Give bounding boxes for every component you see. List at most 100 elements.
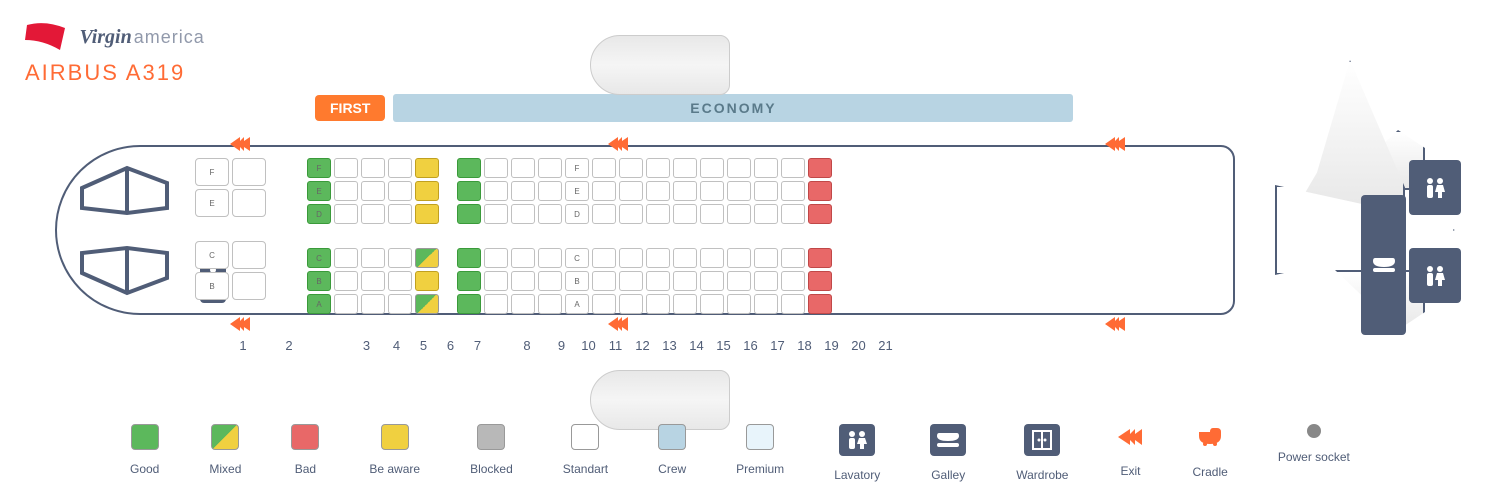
seat[interactable] — [388, 248, 412, 268]
seat[interactable] — [334, 204, 358, 224]
seat[interactable] — [511, 248, 535, 268]
seat[interactable] — [457, 158, 481, 178]
seat[interactable]: E — [195, 189, 229, 217]
seat[interactable] — [484, 294, 508, 314]
seat[interactable] — [646, 294, 670, 314]
seat[interactable] — [415, 181, 439, 201]
seat[interactable] — [388, 271, 412, 291]
seat[interactable] — [619, 271, 643, 291]
seat[interactable] — [646, 181, 670, 201]
seat[interactable]: A — [565, 294, 589, 314]
seat[interactable] — [415, 248, 439, 268]
seat[interactable] — [511, 294, 535, 314]
seat[interactable] — [457, 204, 481, 224]
seat[interactable] — [361, 181, 385, 201]
seat[interactable] — [232, 189, 266, 217]
seat[interactable] — [484, 158, 508, 178]
seat[interactable] — [781, 158, 805, 178]
seat[interactable] — [646, 204, 670, 224]
seat[interactable] — [727, 204, 751, 224]
seat[interactable] — [646, 158, 670, 178]
seat[interactable] — [754, 248, 778, 268]
seat[interactable]: B — [195, 272, 229, 300]
seat[interactable] — [232, 241, 266, 269]
seat[interactable] — [619, 294, 643, 314]
seat[interactable] — [538, 294, 562, 314]
seat[interactable] — [727, 248, 751, 268]
seat[interactable] — [619, 204, 643, 224]
seat[interactable] — [232, 272, 266, 300]
seat[interactable] — [334, 248, 358, 268]
seat[interactable] — [484, 248, 508, 268]
seat[interactable] — [781, 181, 805, 201]
seat[interactable] — [754, 158, 778, 178]
seat[interactable] — [457, 181, 481, 201]
seat[interactable] — [388, 294, 412, 314]
seat[interactable] — [754, 204, 778, 224]
seat[interactable] — [700, 158, 724, 178]
seat[interactable]: F — [565, 158, 589, 178]
seat[interactable] — [334, 294, 358, 314]
seat[interactable] — [334, 271, 358, 291]
seat[interactable]: A — [307, 294, 331, 314]
seat[interactable] — [673, 158, 697, 178]
seat[interactable] — [388, 158, 412, 178]
seat[interactable] — [700, 181, 724, 201]
seat[interactable] — [484, 204, 508, 224]
seat[interactable] — [538, 271, 562, 291]
seat[interactable] — [754, 181, 778, 201]
seat[interactable] — [388, 204, 412, 224]
seat[interactable] — [673, 204, 697, 224]
seat[interactable] — [592, 204, 616, 224]
seat[interactable] — [808, 294, 832, 314]
seat[interactable] — [619, 248, 643, 268]
seat[interactable] — [619, 181, 643, 201]
seat[interactable] — [700, 248, 724, 268]
seat[interactable] — [457, 294, 481, 314]
seat[interactable] — [700, 271, 724, 291]
seat[interactable] — [361, 204, 385, 224]
seat[interactable] — [592, 248, 616, 268]
seat[interactable] — [700, 294, 724, 314]
seat[interactable] — [538, 181, 562, 201]
seat[interactable] — [415, 204, 439, 224]
seat[interactable] — [457, 248, 481, 268]
seat[interactable] — [592, 294, 616, 314]
seat[interactable] — [538, 204, 562, 224]
seat[interactable] — [457, 271, 481, 291]
seat[interactable] — [538, 248, 562, 268]
seat[interactable]: B — [565, 271, 589, 291]
seat[interactable] — [592, 181, 616, 201]
seat[interactable] — [415, 294, 439, 314]
seat[interactable] — [484, 181, 508, 201]
seat[interactable] — [781, 248, 805, 268]
seat[interactable] — [592, 158, 616, 178]
seat[interactable] — [727, 181, 751, 201]
seat[interactable] — [538, 158, 562, 178]
seat[interactable] — [727, 271, 751, 291]
seat[interactable]: C — [195, 241, 229, 269]
seat[interactable] — [511, 204, 535, 224]
seat[interactable] — [808, 271, 832, 291]
seat[interactable] — [781, 294, 805, 314]
seat[interactable] — [727, 158, 751, 178]
seat[interactable]: D — [565, 204, 589, 224]
seat[interactable] — [415, 158, 439, 178]
seat[interactable] — [511, 271, 535, 291]
seat[interactable] — [700, 204, 724, 224]
seat[interactable] — [673, 181, 697, 201]
seat[interactable]: E — [307, 181, 331, 201]
seat[interactable] — [361, 158, 385, 178]
seat[interactable] — [673, 294, 697, 314]
seat[interactable] — [646, 271, 670, 291]
seat[interactable] — [808, 158, 832, 178]
seat[interactable] — [673, 271, 697, 291]
seat[interactable] — [754, 271, 778, 291]
seat[interactable] — [808, 181, 832, 201]
seat[interactable] — [646, 248, 670, 268]
seat[interactable] — [727, 294, 751, 314]
seat[interactable] — [754, 294, 778, 314]
seat[interactable] — [232, 158, 266, 186]
seat[interactable] — [781, 204, 805, 224]
seat[interactable] — [484, 271, 508, 291]
